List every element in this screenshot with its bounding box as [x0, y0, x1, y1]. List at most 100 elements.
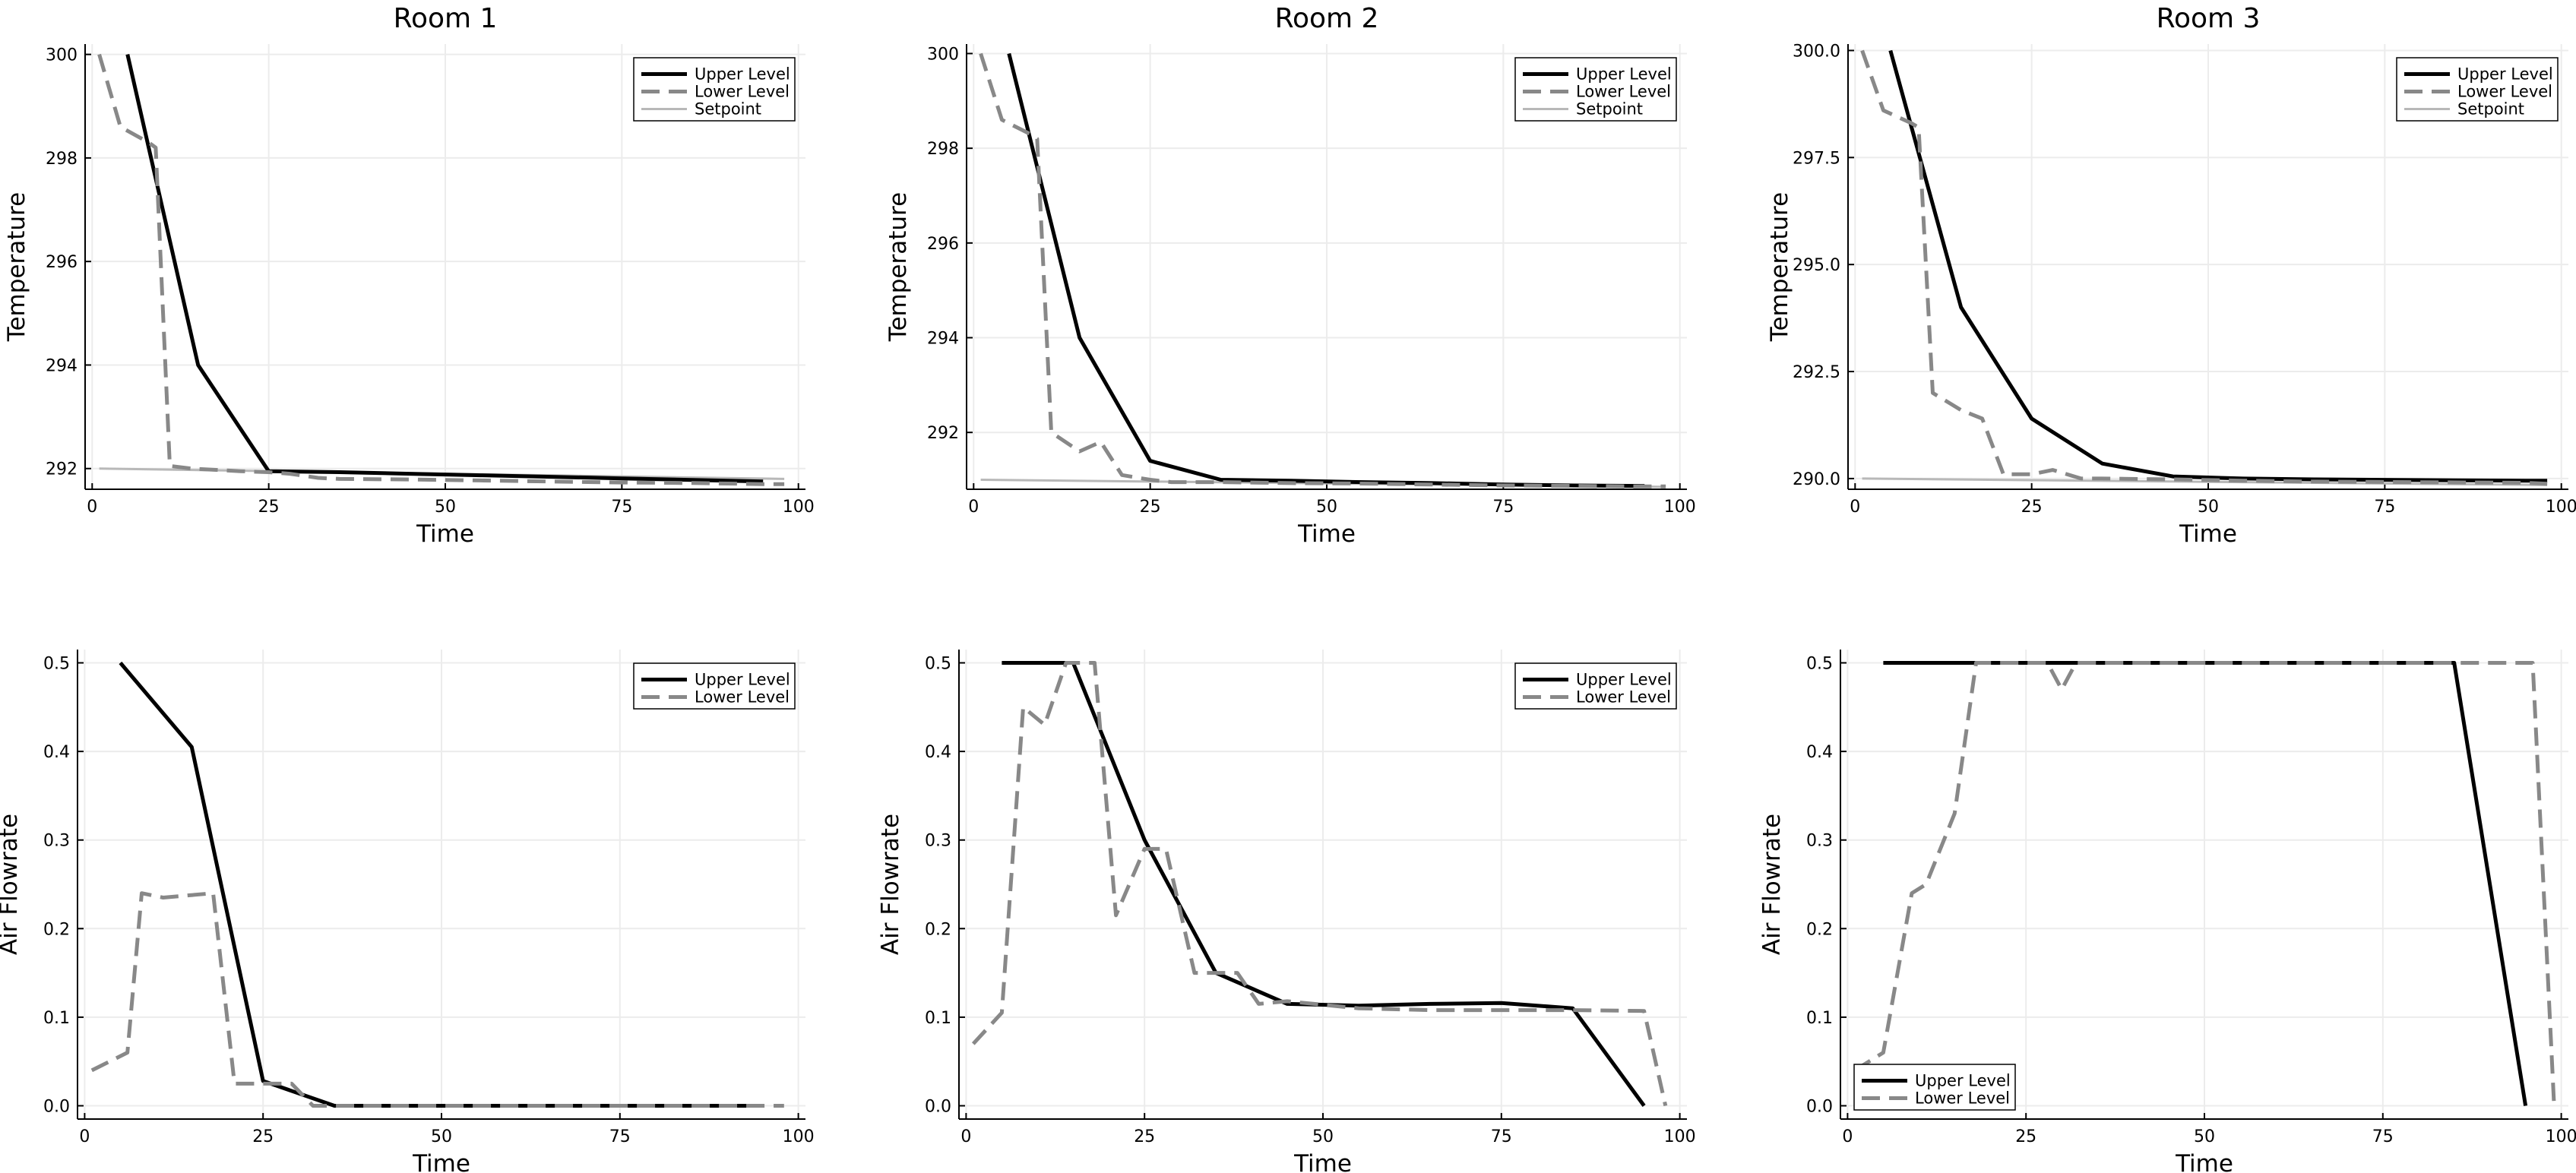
chart-title: Room 3 — [2157, 3, 2261, 34]
chart-title: Room 2 — [1275, 3, 1379, 34]
x-tick-label: 0 — [87, 498, 97, 517]
legend-label: Lower Level — [695, 83, 790, 101]
y-tick-label: 300 — [927, 45, 959, 64]
legend-label: Upper Level — [1576, 671, 1672, 689]
x-tick-label: 50 — [431, 1127, 452, 1146]
legend-label: Upper Level — [1915, 1072, 2011, 1090]
series-line-upper-level — [1002, 661, 1646, 1107]
x-tick-label: 100 — [2546, 1127, 2576, 1146]
x-tick-label: 100 — [1664, 1127, 1696, 1146]
y-tick-label: 300.0 — [1793, 42, 1840, 61]
chart-panel-4: 0 25 50 75 100 0.0 0.1 0.2 0.3 0.4 0.5 Time Air Flow… — [0, 650, 815, 1173]
x-axis-label: Time — [1293, 1150, 1352, 1173]
x-tick-label: 75 — [1492, 498, 1514, 517]
x-tick-label: 75 — [611, 498, 632, 517]
y-tick-label: 295.0 — [1793, 256, 1840, 275]
legend-box — [633, 662, 796, 710]
legend-box — [1853, 1064, 2016, 1111]
x-tick-label: 50 — [435, 498, 456, 517]
x-tick-label: 0 — [1850, 498, 1860, 517]
chart-panel-3: 0 25 50 75 100 290.0 292.5 295.0 297.5 300.0 Room … — [1766, 3, 2576, 548]
x-axis-label: Time — [1297, 520, 1356, 548]
series-line-upper-level — [125, 54, 764, 484]
series-line-lower-level — [971, 661, 1668, 1107]
x-tick-label: 0 — [960, 1127, 971, 1146]
y-tick-label: 0.4 — [1806, 743, 1833, 762]
x-tick-label: 50 — [1312, 1127, 1334, 1146]
chart-panel-1: 0 25 50 75 100 292 294 296 298 300 Room 1 Time Tempe… — [3, 3, 815, 548]
legend-label: Upper Level — [1576, 65, 1672, 84]
series-line-lower-level — [1853, 661, 2556, 1106]
y-tick-label: 0.4 — [925, 743, 951, 762]
y-tick-label: 0.5 — [1806, 654, 1833, 673]
x-axis-label: Time — [2179, 520, 2237, 548]
y-tick-label: 0.0 — [43, 1098, 70, 1117]
x-axis-label: Time — [416, 520, 474, 548]
x-tick-label: 100 — [1664, 498, 1696, 517]
x-tick-label: 100 — [783, 498, 815, 517]
y-tick-label: 0.3 — [43, 832, 70, 851]
y-tick-label: 0.5 — [925, 654, 951, 673]
legend-box — [2396, 57, 2559, 122]
y-tick-label: 0.4 — [43, 743, 70, 762]
series-line-lower-level — [1860, 49, 2548, 486]
y-axis-label: Air Flowrate — [1758, 814, 1786, 955]
y-tick-label: 0.2 — [43, 920, 70, 939]
x-tick-label: 25 — [258, 498, 280, 517]
y-tick-label: 300 — [46, 46, 78, 65]
x-tick-label: 25 — [2015, 1127, 2036, 1146]
y-tick-label: 294 — [927, 330, 959, 349]
x-tick-label: 50 — [2198, 498, 2219, 517]
chart-title: Room 1 — [394, 3, 498, 34]
chart-panel-2: 0 25 50 75 100 292 294 296 298 300 Room 2 Time Tempe… — [885, 3, 1696, 548]
y-tick-label: 292 — [46, 460, 78, 479]
y-tick-label: 0.3 — [925, 832, 951, 851]
y-tick-label: 296 — [927, 235, 959, 254]
legend-label: Lower Level — [1915, 1089, 2010, 1108]
legend-label: Lower Level — [2457, 83, 2552, 101]
x-axis-label: Time — [412, 1150, 470, 1173]
y-axis-label: Temperature — [3, 192, 30, 342]
legend-box — [1514, 662, 1677, 710]
legend-label: Upper Level — [2457, 65, 2553, 84]
legend-label: Upper Level — [695, 65, 790, 84]
x-tick-label: 75 — [2374, 498, 2395, 517]
x-tick-label: 100 — [783, 1127, 815, 1146]
y-tick-label: 294 — [46, 356, 78, 375]
x-tick-label: 75 — [1491, 1127, 1512, 1146]
y-tick-label: 0.1 — [925, 1009, 951, 1028]
series-line-upper-level — [119, 661, 763, 1108]
y-tick-label: 0.5 — [43, 654, 70, 673]
legend-label: Lower Level — [1576, 688, 1671, 707]
y-tick-label: 0.3 — [1806, 832, 1833, 851]
chart-panel-5: 0 25 50 75 100 0.0 0.1 0.2 0.3 0.4 0.5 Time Air Flow… — [877, 650, 1696, 1173]
x-tick-label: 50 — [1316, 498, 1337, 517]
series-line-lower-level — [97, 53, 785, 486]
x-tick-label: 0 — [79, 1127, 90, 1146]
y-axis-label: Air Flowrate — [0, 814, 23, 955]
legend-label: Setpoint — [1576, 100, 1643, 119]
x-tick-label: 100 — [2546, 498, 2576, 517]
legend-box — [633, 57, 796, 122]
chart-panel-6: 0 25 50 75 100 0.0 0.1 0.2 0.3 0.4 0.5 Time Air Flow… — [1758, 650, 2576, 1173]
legend-label: Lower Level — [1576, 83, 1671, 101]
y-axis-label: Air Flowrate — [877, 814, 904, 955]
y-tick-label: 296 — [46, 253, 78, 272]
y-tick-label: 0.2 — [1806, 920, 1833, 939]
x-tick-label: 0 — [968, 498, 979, 517]
x-axis-label: Time — [2175, 1150, 2233, 1173]
x-tick-label: 0 — [1842, 1127, 1853, 1146]
y-tick-label: 297.5 — [1793, 149, 1840, 168]
legend-label: Setpoint — [2457, 100, 2524, 119]
y-tick-label: 0.2 — [925, 920, 951, 939]
legend-label: Upper Level — [695, 671, 790, 689]
y-tick-label: 0.1 — [1806, 1009, 1833, 1028]
x-tick-label: 25 — [2021, 498, 2043, 517]
legend-label: Setpoint — [695, 100, 761, 119]
